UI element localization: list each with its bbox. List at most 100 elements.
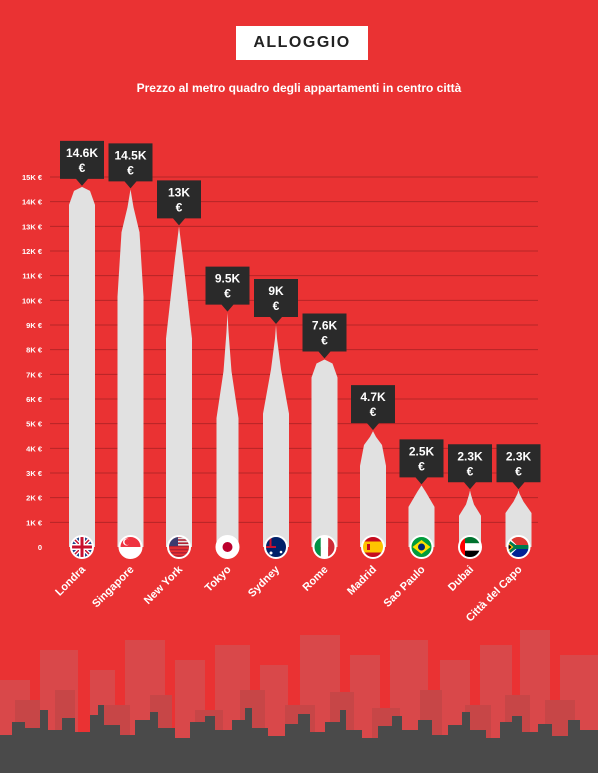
bar <box>360 431 386 547</box>
bar <box>263 325 289 547</box>
value-label: 13K <box>168 185 190 199</box>
value-badge-bg <box>399 439 444 485</box>
flag-fill <box>507 536 530 558</box>
australia-flag-icon <box>264 535 288 559</box>
value-label: 14.5K <box>114 148 146 162</box>
bar <box>311 359 338 547</box>
value-badge-bg <box>254 279 298 324</box>
bar <box>216 312 239 547</box>
value-badge: 14.6K€ <box>60 140 104 186</box>
currency-label: € <box>418 459 425 473</box>
flag-part <box>507 547 530 558</box>
x-tick-label: Londra <box>53 563 88 598</box>
value-label: 9.5K <box>215 272 241 286</box>
y-tick-label: 4K € <box>26 444 43 453</box>
flag-part <box>222 542 233 552</box>
x-tick-labels: Londra Singapore New York Tokyo Sydney Rome Ma… <box>53 563 525 624</box>
y-tick-label: 2K € <box>26 494 43 503</box>
flag-part <box>279 550 283 554</box>
x-tick-label: Singapore <box>90 564 137 611</box>
bar <box>459 490 481 547</box>
x-tick-label: Sao Paulo <box>382 563 428 609</box>
value-badge: 7.6K€ <box>302 313 347 359</box>
value-badge-bg <box>351 385 395 431</box>
currency-label: € <box>467 464 474 478</box>
value-badge: 9.5K€ <box>205 266 250 312</box>
flag-part <box>168 539 190 541</box>
bar <box>69 186 95 547</box>
value-label: 7.6K <box>312 319 338 333</box>
uk-flag-icon <box>70 535 94 559</box>
currency-label: € <box>79 161 86 175</box>
value-badge-bg <box>108 143 153 189</box>
x-tick-label: Sydney <box>246 563 283 600</box>
bar <box>408 485 435 547</box>
flag-part <box>80 536 84 558</box>
flag-part <box>459 550 481 558</box>
x-tick-label: New York <box>142 563 186 607</box>
flag-border <box>312 535 337 559</box>
flag-part <box>168 542 190 544</box>
flag-part <box>459 536 465 558</box>
japan-flag-icon <box>215 535 240 559</box>
value-label: 2.5K <box>409 444 435 458</box>
bar <box>166 226 192 548</box>
flag-fill <box>265 536 287 558</box>
title-box: ALLOGGIO <box>236 26 368 60</box>
spain-flag-icon <box>361 535 385 559</box>
value-label: 4.7K <box>360 390 386 404</box>
uae-flag-icon <box>458 535 482 559</box>
bars <box>69 186 532 548</box>
flag-part <box>269 551 273 555</box>
flag-part <box>507 536 530 547</box>
x-tick-label: Tokyo <box>203 563 234 594</box>
value-badge: 2.5K€ <box>399 439 444 485</box>
y-tick-label: 9K € <box>26 321 43 330</box>
flag-part <box>119 536 142 547</box>
flag-part <box>320 536 329 558</box>
skyline <box>0 630 598 773</box>
flag-fill <box>459 536 481 558</box>
x-tick-label: Rome <box>301 564 331 594</box>
value-badge: 2.3K€ <box>496 444 541 490</box>
flag-part <box>168 545 190 548</box>
singapore-flag-icon <box>118 535 143 559</box>
flag-part <box>168 555 190 557</box>
skyline-front <box>0 705 598 773</box>
flag-part <box>269 536 272 547</box>
flag-part <box>313 536 321 558</box>
currency-label: € <box>515 464 522 478</box>
flag-part <box>124 539 131 545</box>
value-badge: 14.5K€ <box>108 143 153 189</box>
y-tick-label: 5K € <box>26 420 43 429</box>
y-tick-label: 10K € <box>22 296 43 305</box>
y-tick-label: 15K € <box>22 173 43 182</box>
value-badge-bg <box>448 444 492 490</box>
value-badge-bg <box>205 266 250 312</box>
value-badge-bg <box>60 140 104 186</box>
chart-subtitle: Prezzo al metro quadro degli appartament… <box>136 81 462 95</box>
flag-fill <box>119 536 142 558</box>
flag-border <box>458 535 482 559</box>
y-tick-label: 3K € <box>26 469 43 478</box>
flag-fill <box>216 536 239 558</box>
south-africa-flag-icon <box>506 535 531 559</box>
flag-fill <box>410 536 433 558</box>
bar <box>117 189 144 548</box>
x-tick-label: Dubai <box>446 564 476 594</box>
value-badge: 9K€ <box>254 279 298 324</box>
value-label: 2.3K <box>506 449 532 463</box>
flag-fill <box>313 536 336 558</box>
flag-border <box>409 535 434 559</box>
flag-border <box>361 535 385 559</box>
flag-part <box>119 547 142 558</box>
value-labels: 14.6K€14.5K€13K€9.5K€ 9K€7.6K€4.7K€2.5K€2… <box>60 140 541 490</box>
currency-label: € <box>321 334 328 348</box>
flag-part <box>168 548 190 551</box>
currency-label: € <box>370 405 377 419</box>
value-label: 14.6K <box>66 146 98 160</box>
value-badge-bg <box>302 313 347 359</box>
value-badge: 2.3K€ <box>448 444 492 490</box>
x-tick-label: Madrid <box>345 564 379 598</box>
